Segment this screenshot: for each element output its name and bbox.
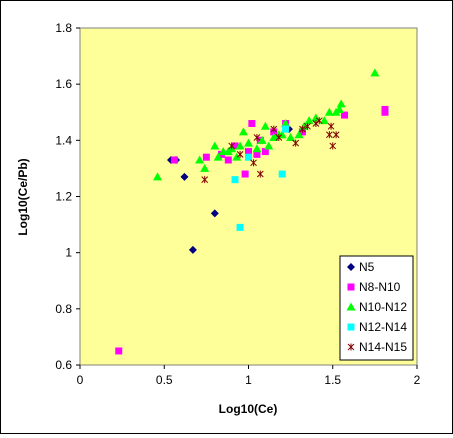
point-series-4 [270,125,278,133]
x-tick-label: 1 [245,373,252,387]
point-series-2 [252,144,262,153]
point-series-2 [257,135,267,144]
point-series-2 [286,133,296,142]
point-series-0 [210,209,219,218]
y-tick-label: 1.4 [55,133,72,147]
legend-marker-0 [347,263,355,271]
legend-label-0: N5 [359,260,375,274]
point-series-2 [238,127,248,136]
point-series-2 [153,172,163,181]
point-series-2 [304,116,314,125]
point-series-4 [315,117,323,125]
point-series-1 [248,119,256,127]
point-series-4 [292,139,300,147]
point-series-4 [236,150,244,158]
y-tick-label: 0.6 [55,358,72,372]
point-series-4 [332,131,340,139]
point-series-4 [304,122,311,130]
point-series-1 [170,156,178,164]
legend-marker-4 [347,343,355,351]
point-series-1 [261,148,269,156]
point-series-2 [281,118,291,127]
x-tick-label: 0.5 [156,373,173,387]
x-tick-label: 0 [77,373,84,387]
x-tick-label: 2 [414,373,421,387]
point-series-0 [180,172,189,181]
point-series-2 [260,121,270,130]
point-series-2 [232,152,242,161]
point-series-2 [200,163,210,172]
x-axis: 0 0.5 1 1.5 2 [77,365,421,387]
legend: N5 N8-N10 N10-N12 N12-N14 N14-N15 [339,255,414,361]
point-series-2 [235,141,245,150]
legend-label-2: N10-N12 [359,300,407,314]
point-series-4 [201,176,209,184]
y-tick-label: 0.8 [55,302,72,316]
point-series-3 [231,176,239,184]
point-series-1 [381,105,389,113]
point-series-1 [224,156,232,164]
y-tick-label: 1.2 [55,190,72,204]
point-series-4 [253,134,261,142]
point-series-4 [326,131,333,139]
data-points [115,68,389,355]
point-series-2 [213,152,223,161]
point-series-2 [319,116,329,125]
y-tick-label: 1.8 [55,21,72,35]
point-series-3 [278,170,286,178]
point-series-4 [299,125,306,133]
point-series-3 [236,223,244,231]
legend-label-1: N8-N10 [359,280,401,294]
legend-marker-3 [347,323,355,331]
point-series-2 [324,107,334,116]
point-series-2 [269,133,279,142]
point-series-2 [334,104,344,113]
point-series-2 [264,141,274,150]
y-axis: 0.6 0.8 1 1.2 1.4 1.6 1.8 [55,21,80,372]
point-series-3 [282,125,290,133]
y-tick-label: 1 [65,246,72,260]
point-series-1 [245,148,252,156]
point-series-1 [341,111,349,119]
y-axis-label: Log10(Ce/Pb) [16,158,30,235]
point-series-2 [336,99,346,108]
point-series-0 [188,245,197,254]
y-tick-label: 1.6 [55,77,72,91]
legend-marker-2 [346,302,356,311]
point-series-1 [115,347,123,355]
point-series-3 [245,153,252,161]
point-series-4 [275,134,283,142]
point-series-1 [241,170,249,178]
point-series-1 [202,153,210,161]
point-series-2 [195,155,205,164]
point-series-2 [370,68,380,77]
legend-label-4: N14-N15 [359,340,407,354]
point-series-4 [228,142,236,150]
point-series-4 [327,122,335,130]
x-tick-label: 1.5 [324,373,341,387]
point-series-2 [294,130,304,139]
point-series-2 [244,138,253,147]
legend-marker-1 [347,283,355,291]
point-series-4 [329,142,337,150]
legend-label-3: N12-N14 [359,320,407,334]
x-axis-label: Log10(Ce) [219,402,278,416]
point-series-1 [231,142,239,150]
point-series-4 [256,170,264,178]
point-series-1 [253,150,261,158]
point-series-4 [250,159,257,167]
point-series-2 [210,141,220,150]
